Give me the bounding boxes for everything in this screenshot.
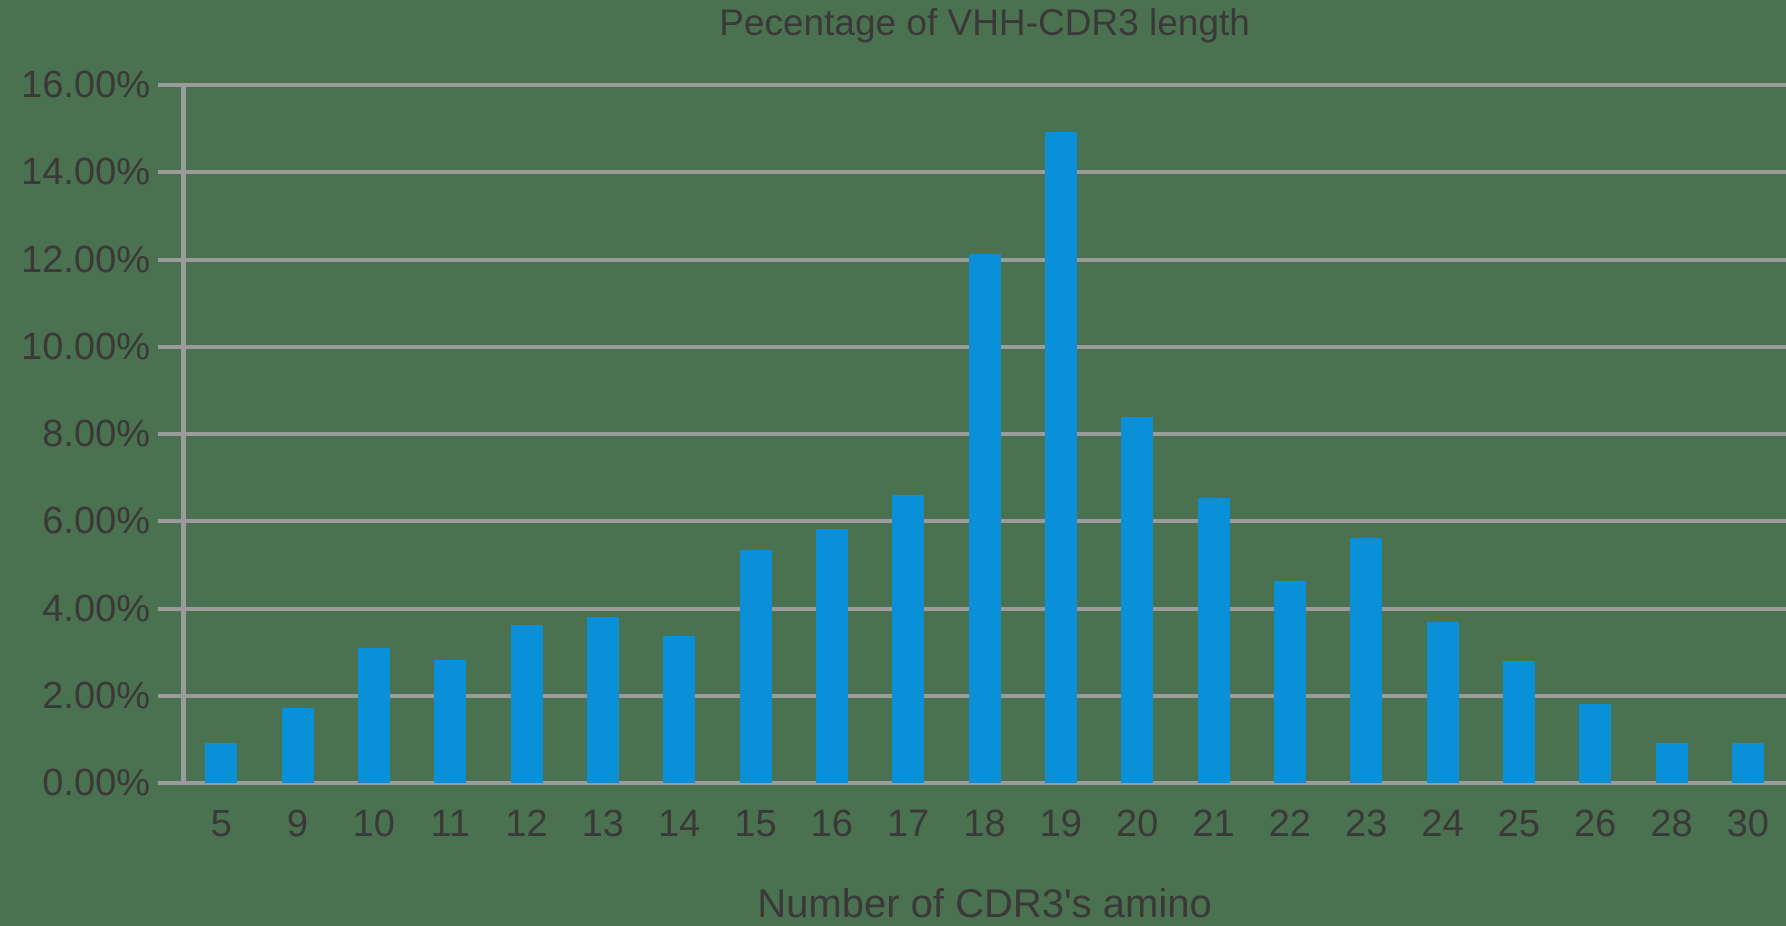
x-tick-label: 5: [210, 803, 232, 845]
y-axis-tick-mark: [158, 519, 183, 524]
gridline: [183, 83, 1786, 87]
gridline: [183, 170, 1786, 175]
bar: [357, 647, 390, 783]
x-tick-label: 19: [1039, 803, 1082, 845]
y-tick-label: 12.00%: [21, 238, 150, 281]
bar: [1197, 498, 1230, 783]
bar: [586, 616, 619, 783]
bar: [510, 624, 543, 783]
x-tick-label: 12: [505, 803, 548, 845]
bar: [1502, 660, 1535, 783]
y-axis-tick-mark: [158, 344, 183, 349]
bar: [1350, 537, 1383, 783]
bar: [968, 253, 1001, 783]
y-tick-label: 10.00%: [21, 325, 150, 368]
y-axis-tick-mark: [158, 781, 183, 785]
x-tick-label: 20: [1116, 803, 1159, 845]
bar: [1731, 742, 1764, 783]
bar: [892, 495, 925, 783]
bar: [205, 742, 238, 783]
x-tick-label: 23: [1345, 803, 1388, 845]
y-axis-tick-mark: [158, 693, 183, 698]
x-tick-label: 17: [887, 803, 930, 845]
x-tick-label: 18: [963, 803, 1006, 845]
x-tick-label: 25: [1497, 803, 1540, 845]
y-tick-label: 6.00%: [42, 500, 150, 543]
y-axis-tick-mark: [158, 606, 183, 611]
y-tick-label: 8.00%: [42, 413, 150, 455]
bar: [1426, 621, 1459, 783]
y-tick-label: 0.00%: [42, 762, 150, 804]
bar: [1273, 581, 1306, 783]
x-tick-label: 10: [352, 803, 395, 845]
bar: [1121, 417, 1154, 783]
y-tick-label: 2.00%: [42, 674, 150, 717]
y-tick-label: 16.00%: [21, 64, 150, 106]
x-tick-label: 15: [734, 803, 777, 845]
bar: [815, 528, 848, 783]
x-tick-label: 30: [1726, 803, 1769, 845]
x-tick-label: 13: [581, 803, 624, 845]
x-tick-label: 16: [810, 803, 853, 845]
bar: [739, 549, 772, 783]
chart-title: Pecentage of VHH-CDR3 length: [719, 2, 1250, 43]
x-tick-label: 9: [286, 803, 309, 845]
y-axis-tick-mark: [158, 83, 183, 87]
y-axis-tick-mark: [158, 170, 183, 175]
x-tick-label: 28: [1650, 803, 1693, 845]
y-axis-line: [181, 83, 186, 785]
x-tick-label: 21: [1192, 803, 1235, 845]
bar: [663, 635, 696, 783]
x-tick-label: 11: [430, 803, 470, 845]
y-tick-label: 4.00%: [42, 587, 150, 630]
x-tick-label: 26: [1574, 803, 1617, 845]
y-axis-tick-mark: [158, 432, 183, 436]
bar: [1579, 704, 1612, 783]
x-tick-label: 24: [1421, 803, 1464, 845]
y-tick-label: 14.00%: [21, 151, 150, 194]
bar: [434, 659, 467, 783]
bar: [1655, 742, 1688, 783]
gridline: [183, 781, 1786, 785]
bar: [281, 707, 314, 783]
x-tick-label: 22: [1268, 803, 1311, 845]
y-axis-tick-mark: [158, 257, 183, 262]
x-tick-label: 14: [658, 803, 701, 845]
x-axis-title: Number of CDR3's amino: [757, 882, 1212, 926]
bar: [1044, 131, 1077, 783]
